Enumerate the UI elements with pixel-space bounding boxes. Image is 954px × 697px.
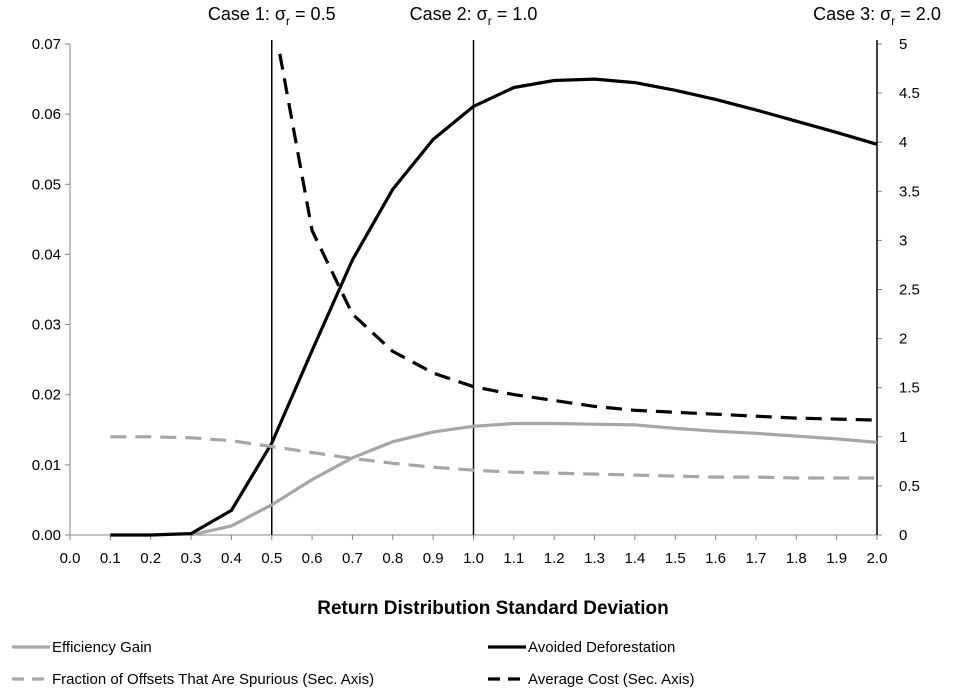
case-lines (271, 40, 878, 535)
y2-tick-label: 4 (899, 134, 907, 151)
x-tick-label: 1.8 (786, 550, 807, 567)
case-annotation-label: Case 2: σ (410, 4, 488, 24)
x-tick-label: 1.1 (503, 550, 524, 567)
x-tick-label: 1.2 (544, 550, 565, 567)
case-annotation-sub: r (891, 14, 895, 28)
y2-tick-label: 1.5 (899, 380, 920, 397)
case-annotation: Case 2: σr = 1.0 (410, 4, 538, 28)
x-tick-label: 1.4 (624, 550, 645, 567)
x-axis-label: Return Distribution Standard Deviation (317, 598, 669, 619)
case-annotation-sub: r (488, 14, 492, 28)
y-tick-label: 0.01 (32, 457, 61, 474)
x-tick-label: 1.9 (826, 550, 847, 567)
y-tick-label: 0.00 (32, 527, 61, 544)
case-annotation-label: Case 1: σ (208, 4, 286, 24)
series-line-2 (110, 435, 877, 480)
x-tick-label: 0.6 (302, 550, 323, 567)
x-tick-label: 0.9 (423, 550, 444, 567)
x-tick-label: 1.5 (665, 550, 686, 567)
y-tick-label: 0.03 (32, 317, 61, 334)
y-tick-label: 0.07 (32, 36, 61, 53)
series-line-0 (190, 421, 878, 537)
case-annotation-value: = 1.0 (492, 4, 538, 24)
legend-label: Fraction of Offsets That Are Spurious (S… (52, 671, 374, 688)
y2-tick-label: 3.5 (899, 183, 920, 200)
x-tick-label: 1.0 (463, 550, 484, 567)
case-annotation-label: Case 3: σ (813, 4, 891, 24)
case-annotation: Case 1: σr = 0.5 (208, 4, 336, 28)
y-tick-label: 0.02 (32, 387, 61, 404)
case-annotation-value: = 0.5 (290, 4, 336, 24)
x-tick-label: 0.0 (60, 550, 81, 567)
x-tick-label: 0.2 (140, 550, 161, 567)
case-annotation-value: = 2.0 (895, 4, 941, 24)
x-tick-label: 0.8 (382, 550, 403, 567)
y-tick-label: 0.05 (32, 176, 61, 193)
y2-tick-label: 1 (899, 429, 907, 446)
y2-tick-label: 4.5 (899, 85, 920, 102)
case-annotation-sub: r (286, 14, 290, 28)
x-tick-label: 0.3 (181, 550, 202, 567)
x-tick-label: 0.1 (100, 550, 121, 567)
y2-tick-label: 0.5 (899, 478, 920, 495)
x-tick-label: 1.3 (584, 550, 605, 567)
y-tick-label: 0.04 (32, 246, 61, 263)
legend: Efficiency Gain Avoided Deforestation Frac… (12, 639, 694, 688)
y2-tick-label: 2.5 (899, 282, 920, 299)
x-tick-label: 1.7 (746, 550, 767, 567)
y2-tick-label: 5 (899, 36, 907, 53)
legend-label: Efficiency Gain (52, 639, 152, 656)
x-tick-label: 0.5 (261, 550, 282, 567)
y2-tick-label: 3 (899, 232, 907, 249)
x-tick-label: 0.4 (221, 550, 242, 567)
y2-tick-label: 2 (899, 331, 907, 348)
series-group (110, 53, 878, 537)
series-line-1 (110, 77, 878, 537)
case-annotation: Case 3: σr = 2.0 (813, 4, 941, 28)
legend-label: Average Cost (Sec. Axis) (528, 671, 694, 688)
x-tick-label: 1.6 (705, 550, 726, 567)
x-tick-label: 0.7 (342, 550, 363, 567)
y-tick-label: 0.06 (32, 106, 61, 123)
axes: 0.000.010.020.030.040.050.060.0700.511.5… (32, 36, 920, 567)
legend-label: Avoided Deforestation (528, 639, 675, 656)
y2-tick-label: 0 (899, 527, 907, 544)
case-annotations: Case 1: σr = 0.5 Case 2: σr = 1.0 Case 3: … (208, 4, 941, 28)
x-tick-label: 2.0 (867, 550, 888, 567)
